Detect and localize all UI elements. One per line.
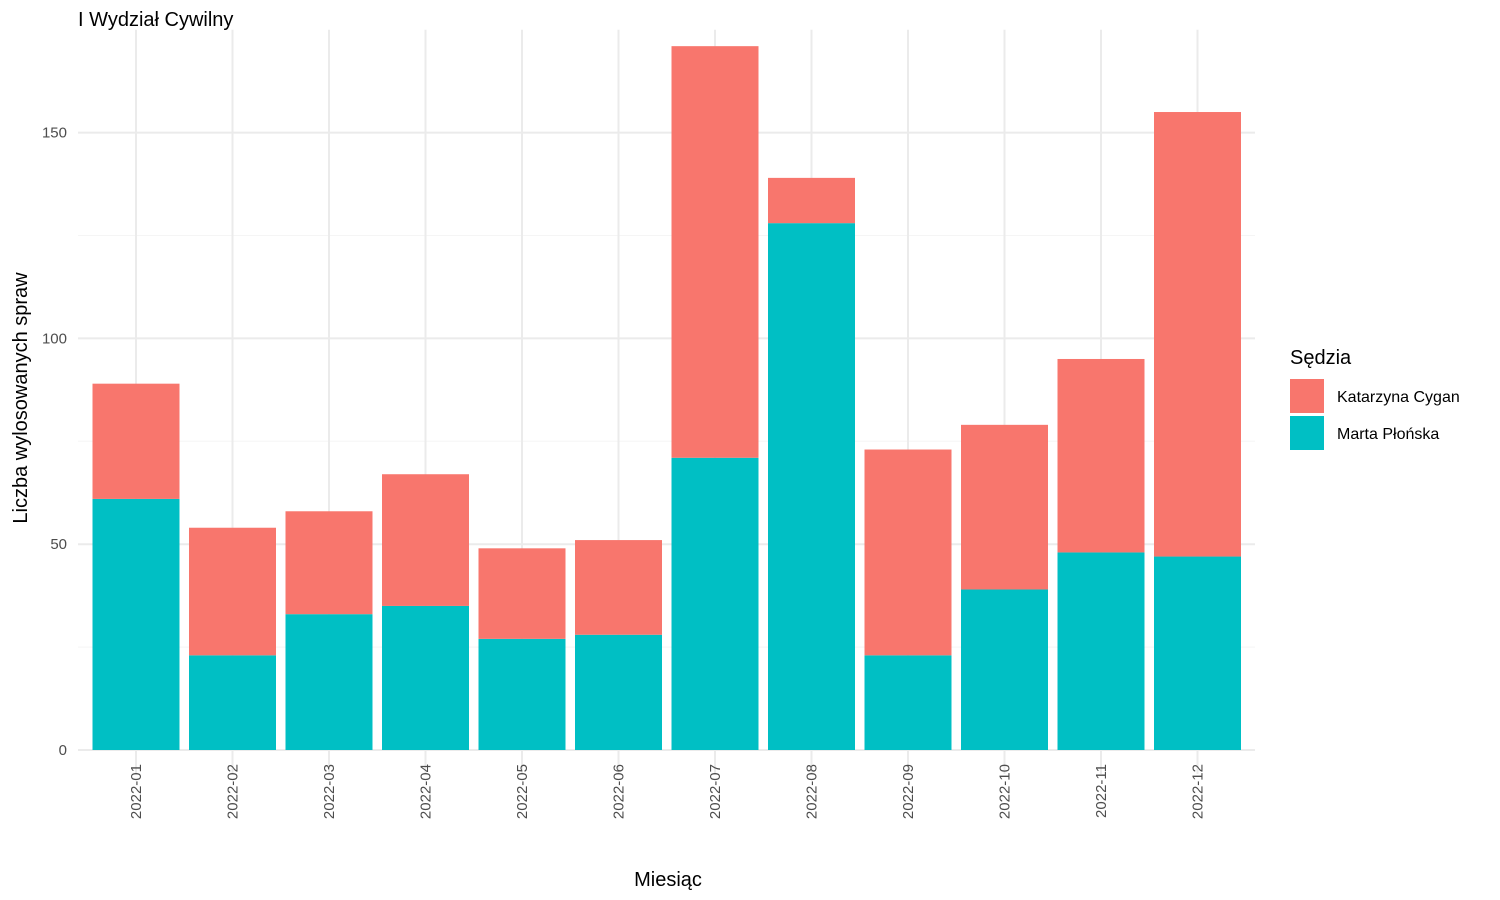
bar-segment bbox=[671, 46, 759, 458]
y-tick-label: 0 bbox=[59, 742, 67, 759]
y-axis-title: Liczba wylosowanych spraw bbox=[10, 272, 32, 524]
legend: Sędzia Katarzyna Cygan Marta Płońska bbox=[1290, 347, 1460, 450]
bar-segment bbox=[285, 614, 373, 750]
legend-key bbox=[1290, 379, 1324, 413]
x-tick-label: 2022-10 bbox=[997, 764, 1014, 819]
x-tick-label: 2022-01 bbox=[128, 764, 145, 819]
bar-segment bbox=[575, 634, 662, 750]
y-tick-label: 100 bbox=[42, 330, 67, 347]
bar-segment bbox=[382, 605, 469, 750]
chart-title: I Wydział Cywilny bbox=[78, 9, 233, 31]
bar-segment bbox=[768, 177, 855, 224]
legend-label: Marta Płońska bbox=[1337, 426, 1439, 443]
x-tick-label: 2022-12 bbox=[1190, 764, 1207, 819]
bar-segment bbox=[768, 223, 855, 751]
bar-segment bbox=[1154, 556, 1241, 750]
legend-title: Sędzia bbox=[1290, 347, 1352, 369]
bar-segment bbox=[478, 548, 566, 639]
x-tick-label: 2022-11 bbox=[1093, 764, 1110, 818]
x-tick-label: 2022-03 bbox=[321, 764, 338, 819]
bar-segment bbox=[1057, 552, 1145, 750]
bar-segment bbox=[189, 655, 276, 750]
y-tick-label: 150 bbox=[42, 125, 67, 142]
bar-segment bbox=[285, 511, 373, 615]
x-axis-title: Miesiąc bbox=[634, 869, 702, 891]
bar-segment bbox=[575, 540, 662, 635]
legend-key bbox=[1290, 416, 1324, 450]
x-axis-ticks: 2022-01 2022-02 2022-03 2022-04 2022-05 2022-… bbox=[128, 764, 1207, 819]
y-axis-ticks: 0 50 100 150 bbox=[42, 125, 67, 759]
bar-segment bbox=[92, 383, 180, 499]
x-tick-label: 2022-09 bbox=[900, 764, 917, 819]
bar-segment bbox=[382, 474, 469, 606]
bar-segment bbox=[961, 424, 1048, 590]
bar-segment bbox=[671, 457, 759, 750]
x-tick-label: 2022-02 bbox=[225, 764, 242, 819]
bar-segment bbox=[864, 655, 952, 750]
x-tick-label: 2022-07 bbox=[707, 764, 724, 819]
bar-segment bbox=[1154, 112, 1241, 557]
y-tick-label: 50 bbox=[50, 536, 67, 553]
bar-segment bbox=[189, 527, 276, 656]
x-tick-label: 2022-06 bbox=[611, 764, 628, 819]
bar-segment bbox=[864, 449, 952, 656]
bar-segment bbox=[478, 638, 566, 750]
bar-segment bbox=[961, 589, 1048, 750]
x-tick-label: 2022-05 bbox=[514, 764, 531, 819]
bar-segment bbox=[1057, 358, 1145, 553]
bars bbox=[92, 46, 1241, 751]
x-tick-label: 2022-04 bbox=[418, 764, 435, 819]
x-tick-label: 2022-08 bbox=[804, 764, 821, 819]
legend-label: Katarzyna Cygan bbox=[1337, 389, 1460, 406]
bar-segment bbox=[92, 498, 180, 750]
